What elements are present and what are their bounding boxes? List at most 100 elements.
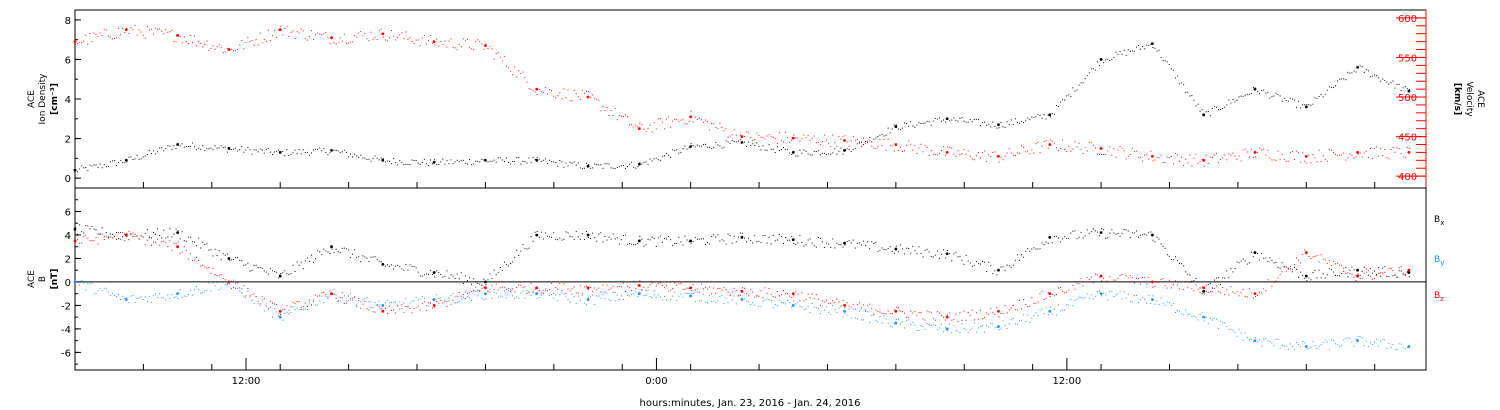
scatter-dot: [1045, 140, 1047, 142]
scatter-dot: [836, 242, 838, 244]
scatter-dot: [947, 330, 949, 332]
scatter-dot: [709, 286, 711, 288]
scatter-dot: [212, 149, 214, 151]
scatter-dot: [202, 292, 204, 294]
scatter-dot: [657, 294, 659, 296]
scatter-dot: [860, 307, 862, 309]
scatter-dot: [206, 148, 208, 150]
scatter-dot: [407, 305, 409, 307]
scatter-dot: [1158, 281, 1160, 283]
scatter-dot: [639, 162, 641, 164]
scatter-dot: [957, 150, 959, 152]
scatter-dot: [1199, 287, 1201, 289]
scatter-dot: [702, 293, 704, 295]
scatter-dot: [1289, 268, 1291, 270]
scatter-dot: [813, 135, 815, 137]
scatter-dot: [118, 27, 120, 29]
scatter-dot: [1119, 51, 1121, 53]
scatter-dot: [1144, 48, 1146, 50]
data-point: [1048, 113, 1052, 117]
scatter-dot: [904, 312, 906, 314]
scatter-dot: [1125, 229, 1127, 231]
scatter-dot: [1261, 292, 1263, 294]
scatter-dot: [481, 297, 483, 299]
scatter-dot: [313, 149, 315, 151]
scatter-dot: [618, 286, 620, 288]
scatter-dot: [832, 238, 834, 240]
scatter-dot: [333, 294, 335, 296]
scatter-dot: [908, 247, 910, 249]
scatter-dot: [286, 273, 288, 275]
scatter-dot: [1279, 158, 1281, 160]
scatter-dot: [655, 128, 657, 130]
scatter-dot: [563, 283, 565, 285]
scatter-dot: [856, 143, 858, 145]
data-point: [1407, 151, 1411, 154]
scatter-dot: [161, 237, 163, 239]
scatter-dot: [432, 42, 434, 44]
scatter-dot: [1302, 274, 1304, 276]
scatter-dot: [696, 291, 698, 293]
scatter-dot: [875, 241, 877, 243]
scatter-dot: [1246, 93, 1248, 95]
scatter-dot: [1177, 259, 1179, 261]
scatter-dot: [600, 110, 602, 112]
scatter-dot: [1363, 152, 1365, 154]
scatter-dot: [1351, 341, 1353, 343]
scatter-dot: [198, 40, 200, 42]
scatter-dot: [877, 136, 879, 138]
scatter-dot: [844, 313, 846, 315]
scatter-dot: [1343, 78, 1345, 80]
scatter-dot: [616, 237, 618, 239]
scatter-dot: [836, 311, 838, 313]
scatter-dot: [815, 246, 817, 248]
scatter-dot: [622, 298, 624, 300]
scatter-dot: [869, 140, 871, 142]
scatter-dot: [811, 242, 813, 244]
scatter-dot: [616, 286, 618, 288]
scatter-dot: [926, 248, 928, 250]
scatter-dot: [1265, 154, 1267, 156]
scatter-dot: [768, 299, 770, 301]
scatter-dot: [321, 150, 323, 152]
scatter-dot: [1382, 267, 1384, 269]
scatter-dot: [405, 306, 407, 308]
scatter-dot: [760, 290, 762, 292]
scatter-dot: [579, 285, 581, 287]
scatter-dot: [723, 146, 725, 148]
scatter-dot: [1164, 60, 1166, 62]
scatter-dot: [1135, 277, 1137, 279]
scatter-dot: [867, 311, 869, 313]
scatter-dot: [904, 327, 906, 329]
scatter-dot: [1281, 153, 1283, 155]
scatter-dot: [746, 131, 748, 133]
scatter-dot: [602, 241, 604, 243]
scatter-dot: [655, 157, 657, 159]
scatter-dot: [1016, 122, 1018, 124]
scatter-dot: [1209, 115, 1211, 117]
scatter-dot: [261, 149, 263, 151]
scatter-dot: [635, 244, 637, 246]
scatter-dot: [924, 329, 926, 331]
scatter-dot: [1025, 151, 1027, 153]
scatter-dot: [848, 240, 850, 242]
scatter-dot: [245, 149, 247, 151]
scatter-dot: [138, 238, 140, 240]
scatter-dot: [1053, 308, 1055, 310]
scatter-dot: [89, 240, 91, 242]
scatter-dot: [988, 154, 990, 156]
scatter-dot: [473, 278, 475, 280]
scatter-dot: [415, 296, 417, 298]
scatter-dot: [148, 29, 150, 31]
scatter-dot: [413, 308, 415, 310]
data-point: [381, 32, 385, 36]
scatter-dot: [113, 37, 115, 39]
scatter-dot: [635, 124, 637, 126]
scatter-dot: [1142, 160, 1144, 162]
scatter-dot: [81, 165, 83, 167]
scatter-dot: [943, 249, 945, 251]
scatter-dot: [487, 279, 489, 281]
scatter-dot: [696, 288, 698, 290]
data-point: [73, 40, 77, 44]
scatter-dot: [181, 143, 183, 145]
